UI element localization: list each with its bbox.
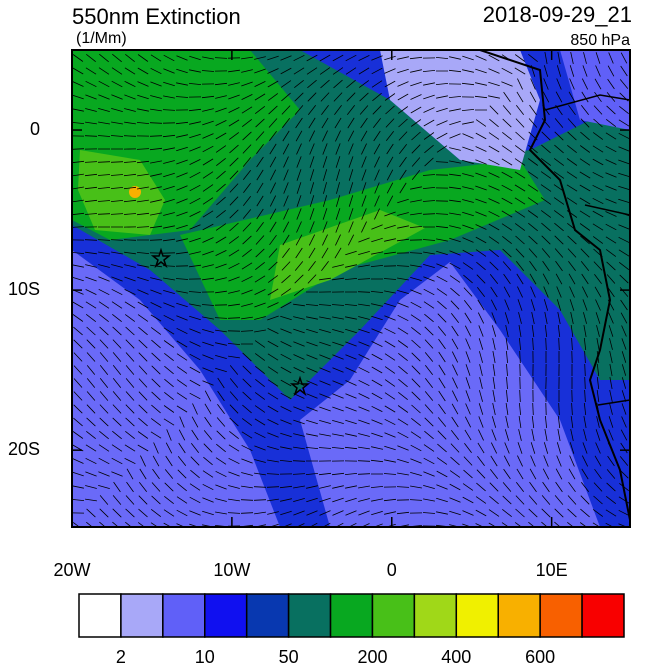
field-higher	[270, 210, 425, 300]
border	[544, 94, 630, 111]
border	[584, 204, 630, 216]
colorbar-box	[78, 593, 122, 638]
x-tick-label: 0	[387, 560, 397, 580]
colorbar-box	[371, 593, 416, 638]
site-marker	[289, 375, 311, 397]
colorbar-label: 2	[116, 647, 126, 667]
colorbar-box	[204, 593, 248, 638]
field-low	[380, 50, 540, 170]
date: 2018-09-29_21	[483, 2, 632, 27]
axes: 20W 10W 0 10E 0 10S 20S	[8, 50, 630, 580]
level: 850 hPa	[570, 32, 630, 49]
wind-vectors	[72, 52, 630, 527]
colorbar-box	[497, 593, 541, 638]
y-tick-label: 10S	[8, 279, 40, 299]
colorbar-label: 600	[525, 647, 555, 667]
extinction-field	[72, 50, 630, 527]
colorbar-label: 200	[357, 647, 387, 667]
y-tick-label: 0	[30, 119, 40, 139]
colorbar-label: 10	[195, 647, 215, 667]
colorbar-box	[539, 593, 583, 638]
colorbar-box	[120, 593, 164, 638]
field-low	[560, 50, 630, 130]
colorbar-label: 400	[441, 647, 471, 667]
colorbar-box	[455, 593, 499, 638]
colorbar: 2 10 50 200 400 600	[78, 593, 625, 667]
plot-frame	[71, 49, 631, 528]
coastline	[479, 50, 630, 521]
colorbar-box	[413, 593, 458, 638]
border	[597, 399, 630, 406]
y-tick-label: 20S	[8, 439, 40, 459]
units: (1/Mm)	[76, 30, 127, 47]
site-marker	[150, 247, 172, 269]
colorbar-box	[287, 593, 332, 638]
colorbar-box	[329, 593, 374, 638]
title: 550nm Extinction	[72, 4, 241, 29]
colorbar-label: 50	[279, 647, 299, 667]
x-tick-label: 20W	[53, 560, 90, 580]
colorbar-box	[245, 593, 290, 638]
x-tick-label: 10E	[536, 560, 568, 580]
colorbar-box	[162, 593, 206, 638]
x-tick-label: 10W	[213, 560, 250, 580]
field-low	[72, 250, 280, 527]
colorbar-box	[581, 593, 625, 638]
